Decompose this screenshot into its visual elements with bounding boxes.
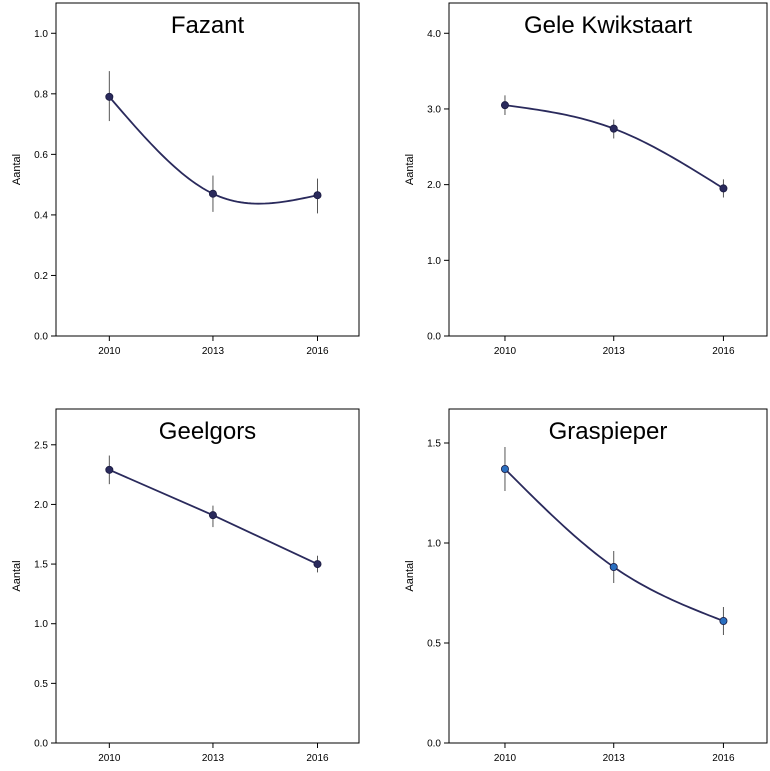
- series-line: [504, 468, 724, 622]
- x-tick-label: 2013: [603, 346, 626, 357]
- y-tick-label: 0.0: [427, 739, 441, 750]
- y-tick-label: 1.0: [427, 256, 441, 267]
- data-point: [719, 184, 728, 193]
- data-point: [500, 101, 509, 110]
- data-point: [105, 465, 114, 474]
- x-tick-label: 2013: [202, 346, 225, 357]
- plot-frame: [448, 2, 768, 337]
- y-tick-label: 2.0: [34, 500, 48, 511]
- y-tick-label: 0.5: [34, 679, 48, 690]
- x-tick-label: 2016: [306, 346, 329, 357]
- y-tick-label: 0.0: [427, 332, 441, 343]
- y-tick-label: 1.5: [34, 560, 48, 571]
- y-axis-label: Aantal: [11, 560, 23, 591]
- plot-frame: [55, 2, 360, 337]
- x-tick-label: 2016: [712, 346, 735, 357]
- x-tick-label: 2013: [202, 753, 225, 764]
- chart-panel-1: Fazant Aantal 0.0 0.2 0.4 0.6 0.8 1.0 2010 2013 20…: [11, 2, 360, 357]
- plot-frame: [448, 408, 768, 744]
- data-point: [609, 563, 618, 572]
- chart-title: Graspieper: [549, 418, 668, 445]
- y-axis-label: Aantal: [404, 154, 416, 185]
- x-tick-label: 2013: [603, 753, 626, 764]
- y-tick-label: 0.4: [34, 210, 48, 221]
- chart-panel-3: Geelgors Aantal 0.0 0.5 1.0 1.5 2.0 2.5 2010 2013…: [11, 408, 360, 764]
- y-tick-label: 1.0: [34, 619, 48, 630]
- chart-title: Gele Kwikstaart: [524, 12, 692, 39]
- y-tick-label: 0.0: [34, 739, 48, 750]
- chart-title: Geelgors: [159, 418, 256, 445]
- x-tick-label: 2016: [712, 753, 735, 764]
- x-tick-label: 2010: [494, 346, 517, 357]
- data-point: [609, 124, 618, 133]
- y-tick-label: 2.0: [427, 180, 441, 191]
- chart-panel-4: Graspieper Aantal 0.0 0.5 1.0 1.5 2010 2013 2016: [404, 408, 768, 764]
- y-axis-label: Aantal: [11, 154, 23, 185]
- y-tick-label: 1.0: [34, 29, 48, 40]
- data-point: [208, 511, 217, 520]
- y-tick-label: 4.0: [427, 29, 441, 40]
- y-tick-label: 1.5: [427, 439, 441, 450]
- y-tick-label: 0.8: [34, 89, 48, 100]
- x-tick-label: 2010: [98, 346, 121, 357]
- y-tick-label: 0.0: [34, 332, 48, 343]
- data-point: [500, 464, 509, 473]
- x-tick-label: 2016: [306, 753, 329, 764]
- data-point: [719, 617, 728, 626]
- y-axis-label: Aantal: [404, 560, 416, 591]
- y-tick-label: 0.6: [34, 150, 48, 161]
- data-point: [313, 191, 322, 200]
- x-tick-label: 2010: [98, 753, 121, 764]
- chart-title: Fazant: [171, 12, 245, 39]
- x-tick-label: 2010: [494, 753, 517, 764]
- y-tick-label: 0.2: [34, 271, 48, 282]
- y-tick-label: 0.5: [427, 639, 441, 650]
- y-tick-label: 2.5: [34, 440, 48, 451]
- y-tick-label: 1.0: [427, 539, 441, 550]
- data-point: [313, 560, 322, 569]
- y-tick-label: 3.0: [427, 104, 441, 115]
- plot-frame: [55, 408, 360, 744]
- chart-panel-2: Gele Kwikstaart Aantal 0.0 1.0 2.0 3.0 4.0 2010…: [404, 2, 768, 357]
- data-point: [105, 92, 114, 101]
- series-line: [504, 104, 724, 190]
- data-point: [208, 189, 217, 198]
